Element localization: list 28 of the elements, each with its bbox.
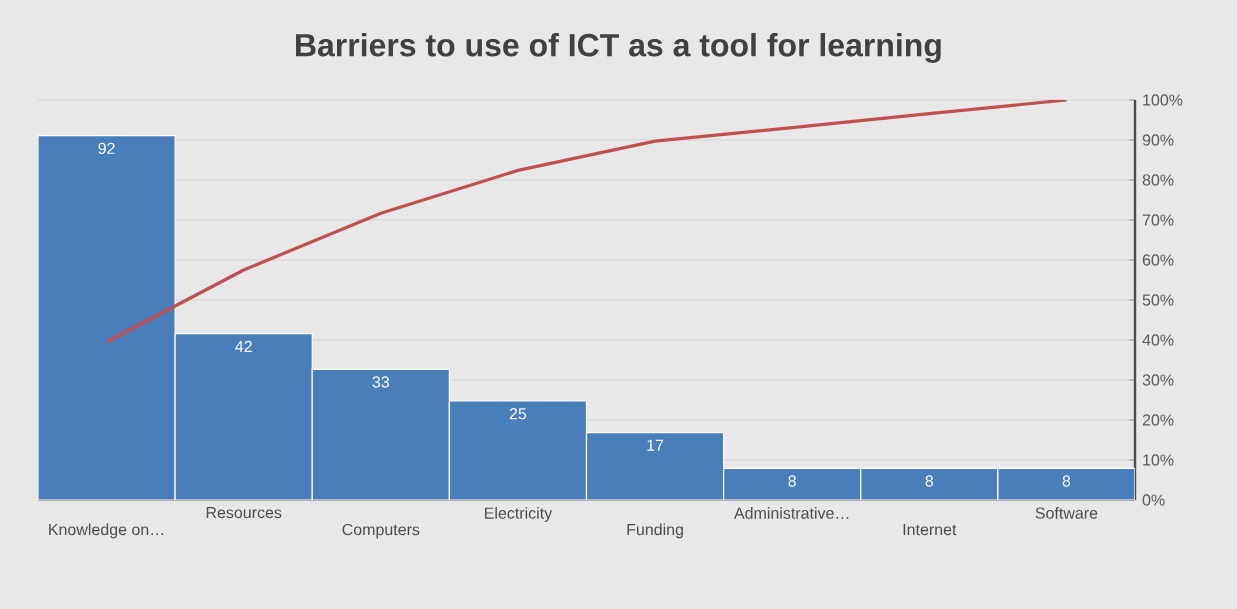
chart-title: Barriers to use of ICT as a tool for learning [296,33,941,63]
x-tick-label: Computers [342,523,420,539]
x-tick-label: Electricity [485,507,553,522]
x-tick-label: Funding [627,523,683,539]
x-tick-label: Internet [903,524,957,536]
y2-tick-label: 0% [1142,494,1165,506]
y2-tick-label: 70% [1142,214,1174,226]
data-label: 8 [925,475,934,487]
x-tick-label: Software [1035,507,1098,519]
data-label: 8 [788,475,796,487]
y2-tick-label: 40% [1142,334,1174,346]
data-label: 17 [647,439,664,451]
data-label: 33 [372,376,389,388]
data-label: 8 [1062,475,1071,487]
x-tick-label: Administrative… [733,507,849,519]
y2-tick-label: 90% [1142,134,1174,146]
data-label: 25 [509,408,527,420]
x-tick-label: Resources [206,507,282,519]
y2-tick-label: 80% [1142,174,1174,186]
x-tick-label: Knowledge on… [49,523,164,539]
y2-tick-label: 100% [1143,94,1183,106]
y2-tick-label: 30% [1142,374,1174,386]
y2-tick-label: 10% [1143,454,1174,466]
data-label: 92 [98,142,115,155]
y2-tick-label: 50% [1142,294,1174,306]
y2-tick-label: 60% [1142,254,1174,266]
data-label: 42 [235,340,252,352]
y2-tick-label: 20% [1142,414,1174,426]
